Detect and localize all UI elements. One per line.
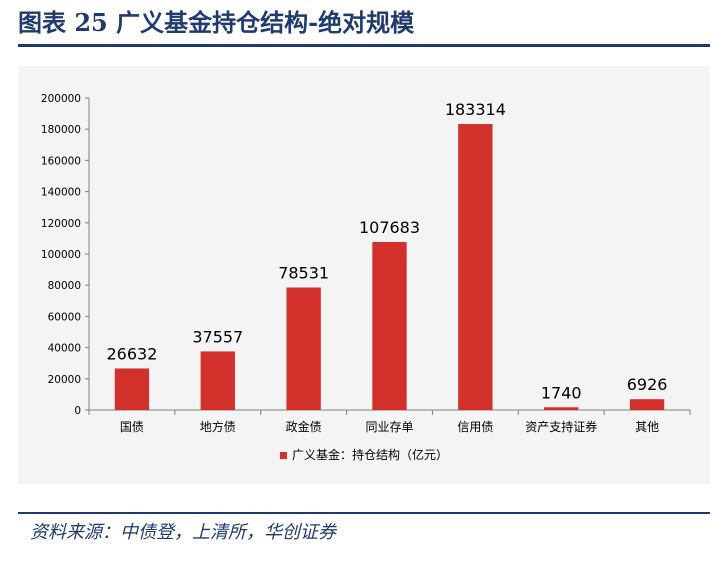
y-tick-label: 140000 — [41, 187, 81, 199]
source-note: 资料来源：中债登，上清所，华创证券 — [30, 522, 336, 543]
y-tick-label: 60000 — [48, 311, 81, 323]
legend: 广义基金：持仓结构（亿元） — [280, 447, 448, 462]
x-tick-label: 地方债 — [200, 419, 236, 434]
y-tick-label: 200000 — [41, 93, 81, 105]
bar — [458, 124, 493, 411]
y-tick-label: 0 — [74, 405, 81, 417]
bar-chart: 0 20000 40000 60000 80000 100000 120000 140000 1… — [41, 93, 691, 462]
x-tick-label: 同业存单 — [365, 420, 413, 434]
legend-swatch — [280, 452, 287, 459]
y-tick-label: 40000 — [48, 343, 81, 355]
data-label: 78531 — [278, 263, 329, 282]
data-label: 6926 — [627, 375, 668, 394]
bar-series: 26632 37557 78531 107683 183314 1740 6926 — [106, 100, 668, 411]
data-label: 26632 — [106, 344, 157, 363]
x-axis: 国债 地方债 政金债 同业存单 信用债 资产支持证券 其他 — [88, 409, 691, 434]
bar — [114, 368, 150, 410]
y-tick-label: 160000 — [41, 155, 81, 167]
x-tick-label: 国债 — [120, 420, 144, 434]
y-tick-label: 80000 — [48, 280, 81, 292]
x-tick-label: 其他 — [635, 420, 659, 434]
data-label: 107683 — [359, 218, 420, 237]
source-divider — [18, 512, 710, 514]
bar — [286, 287, 321, 410]
y-tick-label: 180000 — [41, 124, 81, 136]
data-label: 183314 — [445, 100, 506, 119]
title-divider — [18, 44, 710, 47]
x-tick-label: 信用债 — [457, 420, 493, 434]
y-tick-label: 20000 — [48, 374, 81, 386]
data-label: 1740 — [541, 383, 582, 402]
legend-label: 广义基金：持仓结构（亿元） — [292, 447, 448, 462]
data-label: 37557 — [192, 327, 243, 346]
chart-panel: 0 20000 40000 60000 80000 100000 120000 140000 1… — [18, 66, 710, 484]
bar — [629, 399, 665, 410]
bar — [372, 242, 407, 410]
figure-title: 图表 25 广义基金持仓结构-绝对规模 — [18, 8, 415, 37]
x-tick-label: 政金债 — [286, 419, 322, 434]
bar — [544, 407, 579, 410]
y-axis: 0 20000 40000 60000 80000 100000 120000 140000 1… — [41, 93, 90, 417]
y-tick-label: 100000 — [41, 249, 81, 261]
bar — [200, 351, 235, 410]
x-tick-label: 资产支持证券 — [525, 419, 597, 434]
y-tick-label: 120000 — [41, 218, 81, 230]
